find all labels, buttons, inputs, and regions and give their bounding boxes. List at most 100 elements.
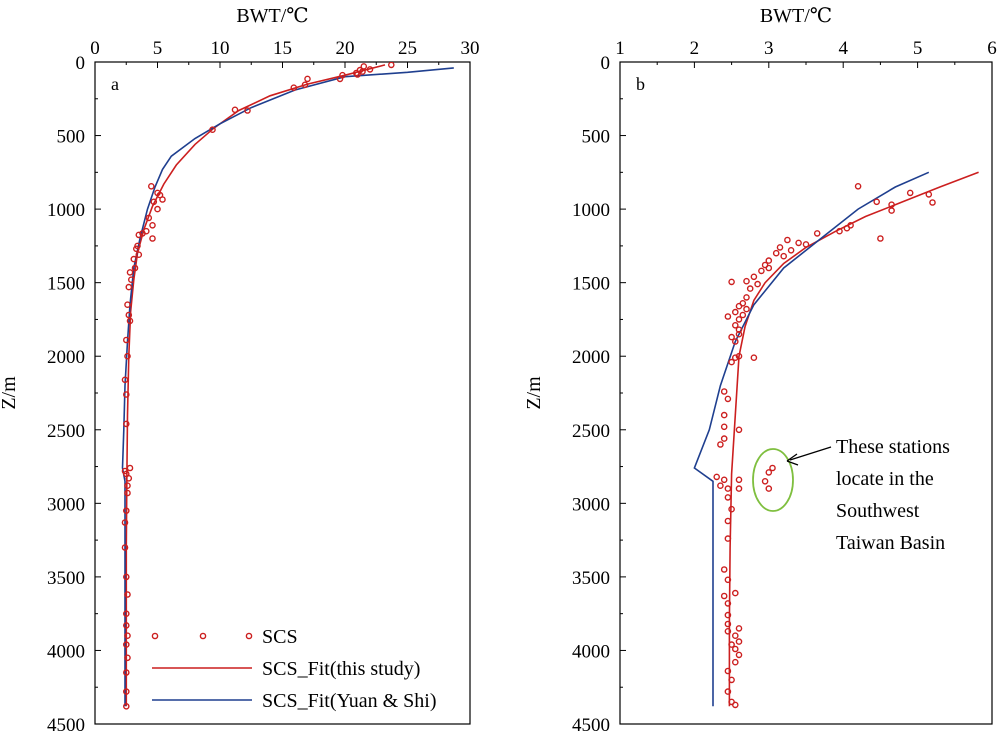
y-tick-label: 4500 [47, 715, 85, 736]
annotation-arrow-line [789, 446, 832, 461]
data-point [126, 317, 134, 325]
data-point [765, 469, 773, 476]
legend-label: SCS [262, 626, 298, 648]
data-point [735, 326, 743, 334]
data-point [135, 231, 143, 239]
x-tick-label: 5 [153, 38, 163, 59]
data-point [743, 277, 750, 285]
data-point [776, 244, 784, 251]
y-tick-label: 3500 [47, 568, 85, 589]
data-point [388, 62, 395, 69]
data-point [123, 641, 130, 648]
y-tick-label: 3000 [47, 494, 85, 515]
data-point [139, 230, 146, 237]
data-point [732, 338, 739, 345]
data-point [724, 313, 732, 320]
data-point [724, 535, 732, 542]
annotation: These stations locate in the Southwest Taiw… [752, 436, 950, 554]
data-point [124, 654, 131, 662]
data-point [301, 81, 309, 89]
data-point [732, 308, 739, 316]
y-axis-title: Z/m [523, 376, 545, 410]
panel-label: b [636, 74, 645, 94]
data-point [123, 573, 130, 581]
data-point [135, 251, 143, 258]
x-tick-label: 20 [336, 38, 355, 59]
data-point [290, 84, 298, 91]
plot-frame [619, 61, 993, 725]
data-point [121, 544, 129, 551]
data-point [720, 411, 728, 419]
data-point [124, 301, 131, 309]
data-point [739, 311, 747, 319]
data-point [735, 330, 743, 338]
data-point [836, 227, 843, 235]
y-tick-label: 1000 [47, 200, 85, 221]
data-point [728, 358, 735, 366]
data-point [154, 205, 161, 213]
x-axis-title: BWT/℃ [236, 5, 308, 27]
y-tick-label: 3500 [572, 568, 610, 589]
data-point [126, 269, 134, 276]
data-point [159, 196, 166, 203]
data-point [735, 352, 743, 360]
data-point [724, 485, 732, 492]
y-tick-label: 2000 [47, 347, 85, 368]
legend-entry: SCS [151, 626, 298, 648]
data-point [124, 482, 131, 490]
data-point [877, 235, 884, 242]
data-point [124, 591, 131, 598]
data-point [732, 658, 739, 666]
y-tick-label: 2000 [572, 347, 610, 368]
y-tick-label: 500 [57, 127, 86, 148]
data-point [784, 236, 791, 244]
data-point [813, 230, 821, 237]
data-point [732, 321, 739, 329]
panel-a: 0 5 10 15 20 25 30 0 500 1000 1500 2000 2500 3000 3500… [0, 5, 480, 736]
data-point [231, 106, 239, 114]
data-point [720, 388, 728, 395]
data-point [750, 273, 758, 281]
data-point [123, 669, 130, 676]
data-point [720, 566, 728, 573]
data-point [873, 198, 881, 206]
data-point [761, 477, 769, 485]
data-point [130, 255, 138, 263]
x-tick-label: 2 [690, 38, 700, 59]
data-point [735, 302, 743, 310]
y-tick-label: 4000 [572, 641, 610, 662]
data-point [724, 494, 732, 501]
data-point [124, 352, 131, 360]
data-point [802, 241, 810, 248]
data-point [724, 620, 732, 628]
annotation-line: Southwest [836, 500, 920, 522]
data-point [929, 199, 936, 206]
data-point [728, 676, 735, 684]
x-tick-label: 10 [211, 38, 230, 59]
data-point [724, 628, 732, 635]
data-point [123, 703, 130, 710]
data-point [724, 688, 732, 695]
y-tick-label: 1000 [572, 200, 610, 221]
data-point [724, 395, 732, 403]
data-point [150, 198, 158, 206]
legend-marker [245, 632, 253, 640]
data-point [735, 485, 743, 492]
data-point [724, 611, 732, 619]
data-point [728, 505, 735, 513]
data-point [765, 257, 773, 264]
data-point [354, 71, 361, 78]
x-tick-label: 0 [90, 38, 100, 59]
data-point [366, 66, 374, 73]
legend-marker [151, 632, 159, 640]
data-point [713, 473, 721, 481]
data-point [724, 517, 732, 525]
data-point [732, 645, 739, 653]
data-point [735, 625, 743, 632]
data-point [746, 285, 754, 292]
y-axis-title: Z/m [0, 376, 20, 410]
data-point [735, 651, 743, 659]
data-point [925, 191, 933, 198]
data-point [728, 333, 735, 341]
